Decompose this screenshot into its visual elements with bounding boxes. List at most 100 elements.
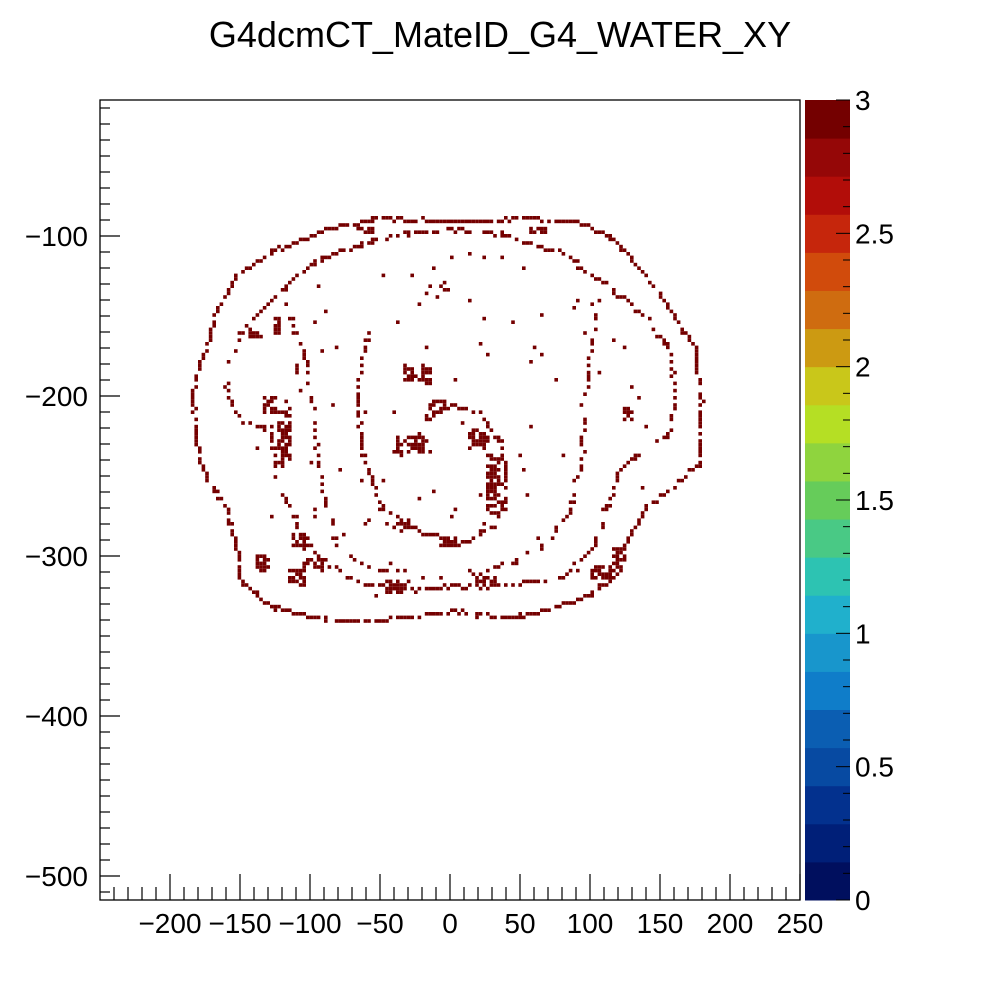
heatmap-cell — [442, 403, 447, 407]
heatmap-cell — [230, 529, 234, 533]
heatmap-cell — [237, 565, 242, 569]
heatmap-cell — [500, 504, 504, 508]
heatmap-cell — [486, 576, 490, 580]
heatmap-cell — [266, 565, 270, 569]
heatmap-cell — [295, 572, 299, 576]
heatmap-cell — [493, 471, 497, 476]
heatmap-cell — [399, 216, 404, 220]
heatmap-cell — [410, 446, 414, 450]
heatmap-cell — [327, 226, 332, 231]
heatmap-cell — [284, 432, 288, 436]
chart-title: G4dcmCT_MateID_G4_WATER_XY — [208, 14, 792, 55]
heatmap-cell — [615, 554, 620, 558]
heatmap-cell — [619, 547, 623, 551]
heatmap-cell — [586, 374, 591, 378]
heatmap-cell — [460, 226, 465, 231]
heatmap-cell — [324, 496, 328, 501]
heatmap-cell — [601, 565, 605, 569]
heatmap-cell — [360, 446, 364, 450]
heatmap-cell — [320, 349, 324, 353]
heatmap-cell — [489, 504, 494, 508]
heatmap-cell — [392, 583, 396, 587]
heatmap-cell — [399, 615, 404, 620]
heatmap-cell — [439, 536, 443, 540]
heatmap-cell — [493, 511, 497, 515]
heatmap-cell — [396, 234, 400, 238]
heatmap-cell — [374, 237, 378, 242]
heatmap-cell — [273, 608, 278, 612]
heatmap-cell — [255, 554, 260, 558]
heatmap-cell — [450, 255, 454, 260]
heatmap-cell — [381, 504, 386, 508]
heatmap-cell — [291, 579, 296, 584]
heatmap-cell — [396, 435, 400, 440]
heatmap-cell — [590, 349, 594, 353]
heatmap-cell — [378, 583, 382, 587]
heatmap-cell — [392, 525, 396, 530]
heatmap-cell — [500, 230, 504, 234]
heatmap-cell — [255, 424, 260, 429]
heatmap-cell — [489, 475, 494, 479]
heatmap-cell — [640, 270, 645, 274]
heatmap-cell — [309, 615, 314, 620]
heatmap-cell — [435, 532, 440, 537]
x-tick-label: 100 — [567, 908, 614, 939]
heatmap-cell — [334, 536, 339, 540]
heatmap-cell — [698, 450, 702, 454]
heatmap-cell — [702, 399, 706, 404]
heatmap-cell — [586, 223, 591, 227]
heatmap-cell — [259, 424, 263, 429]
heatmap-cell — [579, 435, 584, 440]
z-tick-label: 2 — [855, 352, 871, 383]
heatmap-cell — [464, 230, 468, 234]
y-axis: −100 −200 −300 −400 −500 — [25, 107, 120, 893]
heatmap-cell — [489, 428, 494, 432]
heatmap-cell — [280, 248, 285, 252]
heatmap-cell — [543, 608, 548, 612]
heatmap-cell — [223, 385, 227, 389]
heatmap-cell — [266, 601, 270, 605]
heatmap-cell — [453, 543, 458, 548]
heatmap-cell — [432, 230, 436, 234]
heatmap-cell — [608, 576, 612, 580]
heatmap-cell — [424, 219, 429, 224]
heatmap-cell — [565, 601, 569, 605]
heatmap-cell — [385, 619, 389, 623]
heatmap-cell — [597, 298, 602, 303]
heatmap-cell — [284, 414, 288, 418]
heatmap-cell — [367, 518, 371, 522]
heatmap-cell — [259, 259, 263, 263]
heatmap-cell — [601, 522, 605, 526]
heatmap-cell — [277, 320, 281, 324]
heatmap-cell — [511, 561, 515, 566]
heatmap-cell — [223, 295, 227, 299]
heatmap-cell — [460, 406, 465, 411]
heatmap-cell — [208, 327, 213, 332]
heatmap-cell — [651, 327, 656, 332]
heatmap-cell — [352, 244, 357, 249]
heatmap-cell — [396, 439, 400, 443]
heatmap-cell — [694, 360, 699, 364]
heatmap-cell — [439, 406, 443, 411]
heatmap-cell — [493, 234, 497, 238]
heatmap-cell — [622, 295, 627, 299]
heatmap-cell — [302, 565, 306, 569]
heatmap-cell — [662, 338, 666, 342]
heatmap-cell — [543, 230, 548, 234]
heatmap-cell — [468, 540, 472, 544]
heatmap-cell — [277, 446, 281, 450]
heatmap-cell — [500, 507, 504, 512]
heatmap-cell — [468, 446, 472, 450]
heatmap-cell — [489, 453, 494, 458]
heatmap-cell — [457, 612, 461, 616]
heatmap-cell — [313, 615, 317, 620]
heatmap-cell — [694, 345, 699, 350]
heatmap-cell — [590, 590, 594, 594]
heatmap-cell — [626, 298, 630, 303]
heatmap-cell — [626, 406, 630, 411]
heatmap-cell — [525, 612, 530, 616]
heatmap-cell — [194, 378, 198, 382]
heatmap-cell — [669, 374, 674, 378]
heatmap-cell — [529, 424, 533, 429]
heatmap-cell — [471, 442, 476, 447]
